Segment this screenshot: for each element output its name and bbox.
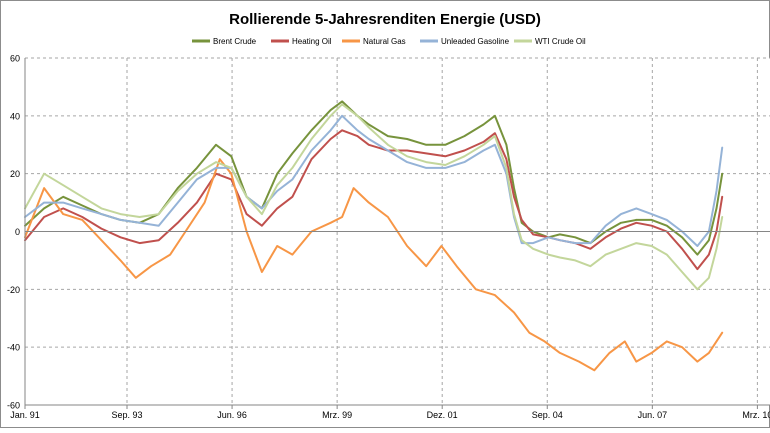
- legend: Brent Crude Heating Oil Natural Gas Unleade…: [192, 37, 586, 46]
- x-tick-label: Dez. 01: [427, 410, 458, 420]
- x-tick-label: Mrz. 99: [322, 410, 352, 420]
- x-tick-label: Jan. 91: [10, 410, 40, 420]
- legend-label: Heating Oil: [292, 37, 332, 46]
- x-tick-label: Mrz. 10: [742, 410, 770, 420]
- series-line-unleaded-gasoline: [24, 114, 724, 247]
- legend-label: WTI Crude Oil: [535, 37, 586, 46]
- chart-title: Rollierende 5-Jahresrenditen Energie (US…: [229, 11, 541, 28]
- series-line-natural-gas: [24, 158, 724, 372]
- series-group: [24, 100, 724, 372]
- y-tick-label: 20: [10, 169, 20, 179]
- y-tick-label: -60: [7, 401, 20, 411]
- series-line-wti-crude-oil: [24, 103, 724, 291]
- y-tick-label: 0: [15, 227, 20, 237]
- x-tick-label: Sep. 93: [111, 410, 142, 420]
- x-tick-label: Jun. 07: [638, 410, 668, 420]
- y-tick-label: -20: [7, 285, 20, 295]
- x-tick-label: Sep. 04: [532, 410, 563, 420]
- grid: [25, 57, 770, 405]
- legend-label: Unleaded Gasoline: [441, 37, 510, 46]
- y-tick-label: -40: [7, 343, 20, 353]
- legend-label: Natural Gas: [363, 37, 406, 46]
- legend-label: Brent Crude: [213, 37, 257, 46]
- y-tick-label: 40: [10, 111, 20, 121]
- x-tick-label: Jun. 96: [217, 410, 247, 420]
- y-tick-label: 60: [10, 54, 20, 64]
